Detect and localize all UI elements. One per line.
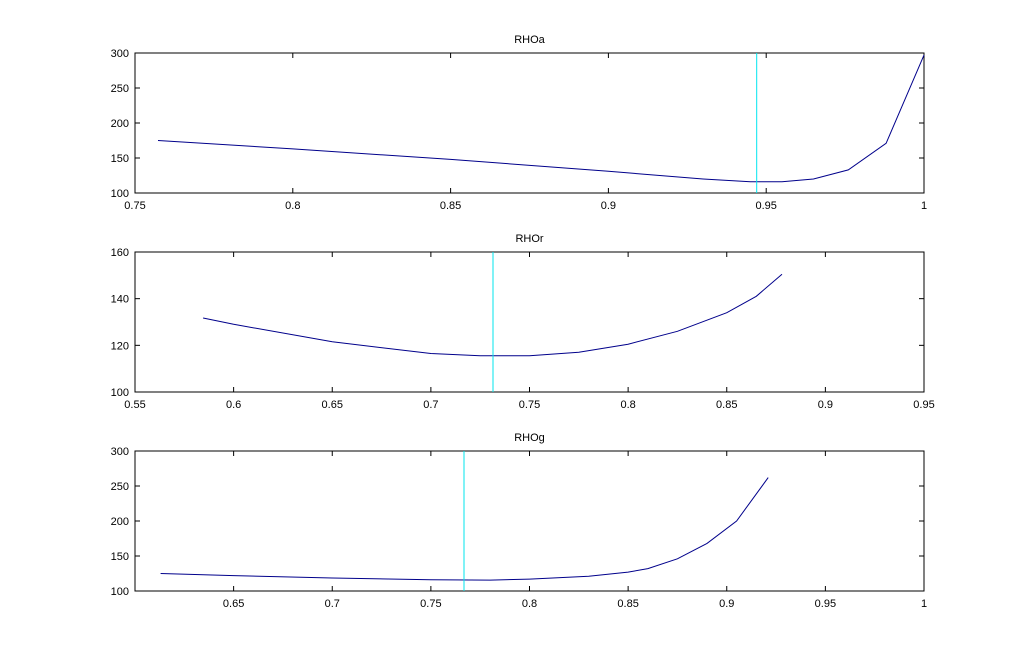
x-tick-label: 0.85 (716, 399, 737, 411)
y-tick-label: 140 (111, 294, 129, 306)
x-tick-label: 0.7 (423, 399, 438, 411)
x-tick-label: 0.95 (913, 399, 934, 411)
x-tick-label: 0.75 (420, 598, 441, 610)
x-tick-label: 0.55 (124, 399, 145, 411)
x-tick-label: 0.8 (285, 200, 300, 212)
y-tick-label: 150 (111, 153, 129, 165)
y-tick-label: 160 (111, 247, 129, 259)
x-tick-label: 0.8 (522, 598, 537, 610)
axes-box (134, 52, 925, 194)
x-tick-label: 0.7 (325, 598, 340, 610)
x-tick-label: 0.75 (519, 399, 540, 411)
x-tick-label: 0.85 (440, 200, 461, 212)
y-tick-label: 250 (111, 83, 129, 95)
x-tick-label: 0.65 (223, 598, 244, 610)
y-tick-label: 300 (111, 48, 129, 60)
axes-title: RHOr (515, 233, 543, 245)
x-tick-label: 1 (921, 200, 927, 212)
data-line (202, 273, 783, 357)
data-line (160, 477, 769, 581)
x-tick-label: 0.85 (617, 598, 638, 610)
x-tick-label: 0.75 (124, 200, 145, 212)
axes-box (134, 450, 925, 592)
y-tick-label: 100 (111, 586, 129, 598)
x-tick-label: 0.9 (818, 399, 833, 411)
x-tick-label: 0.9 (719, 598, 734, 610)
y-tick-label: 200 (111, 516, 129, 528)
x-tick-label: 1 (921, 598, 927, 610)
x-tick-label: 0.95 (755, 200, 776, 212)
axes-box (134, 251, 925, 393)
x-tick-label: 0.65 (322, 399, 343, 411)
axes-title: RHOg (514, 432, 545, 444)
axes-title: RHOa (514, 34, 545, 46)
y-tick-label: 250 (111, 481, 129, 493)
x-tick-label: 0.6 (226, 399, 241, 411)
y-tick-label: 100 (111, 188, 129, 200)
y-tick-label: 150 (111, 551, 129, 563)
y-tick-label: 100 (111, 387, 129, 399)
x-tick-label: 0.8 (620, 399, 635, 411)
y-tick-label: 120 (111, 340, 129, 352)
y-tick-label: 300 (111, 446, 129, 458)
data-line (157, 54, 925, 183)
y-tick-label: 200 (111, 118, 129, 130)
x-tick-label: 0.9 (601, 200, 616, 212)
x-tick-label: 0.95 (815, 598, 836, 610)
